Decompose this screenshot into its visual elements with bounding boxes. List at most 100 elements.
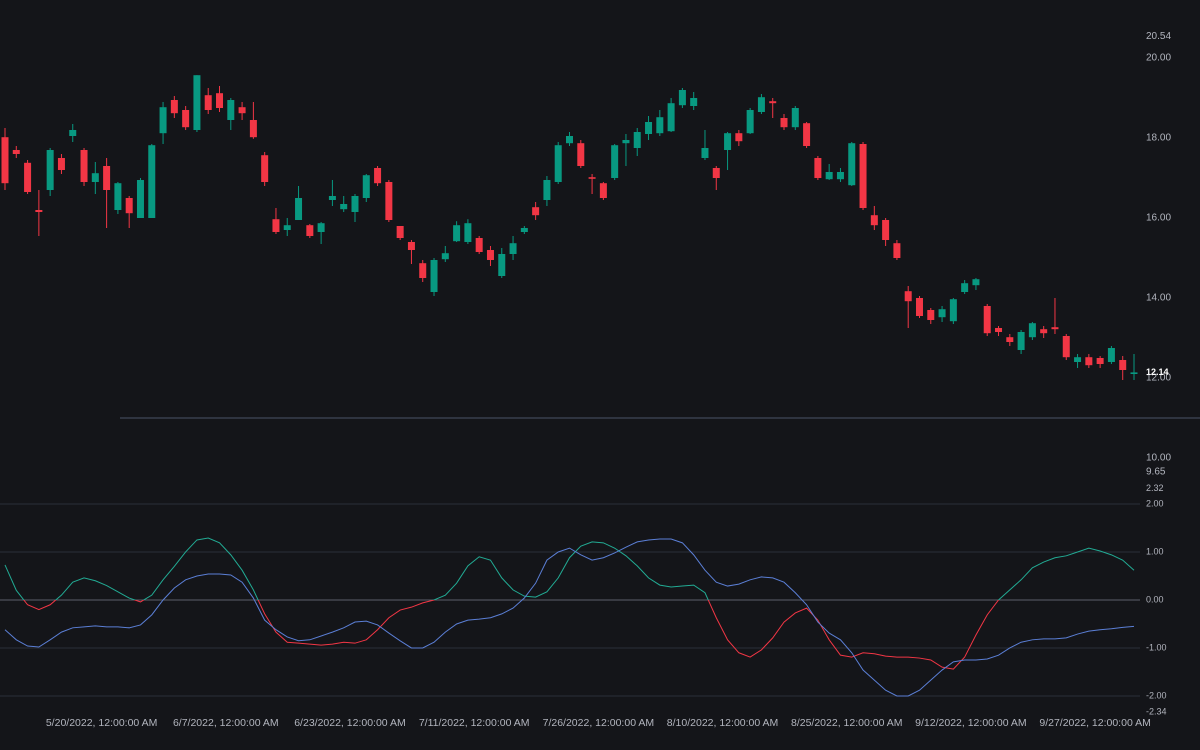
candle-body — [577, 143, 585, 166]
candle-body — [893, 243, 901, 258]
y-tick-label: 16.00 — [1146, 213, 1171, 224]
candle-body — [554, 145, 562, 182]
x-tick-label: 8/10/2022, 12:00:00 AM — [667, 717, 779, 729]
candle-body — [949, 299, 957, 322]
candle-body — [995, 328, 1003, 332]
candle-body — [724, 133, 732, 150]
candle-body — [159, 107, 167, 134]
y-tick-label: -1.00 — [1146, 642, 1167, 652]
candle-body — [69, 130, 77, 136]
x-tick-label: 7/26/2022, 12:00:00 AM — [543, 717, 655, 729]
x-tick-label: 9/12/2022, 12:00:00 AM — [915, 717, 1027, 729]
candle-body — [859, 144, 867, 208]
y-tick-label: 2.00 — [1146, 498, 1164, 508]
candle-body — [938, 309, 946, 318]
candle-body — [1085, 357, 1093, 366]
candle-body — [791, 108, 799, 128]
candle-body — [780, 118, 788, 128]
candle-body — [1040, 329, 1048, 334]
candle-body — [430, 260, 438, 292]
candle-body — [46, 150, 54, 190]
y-axis-max-label: 2.32 — [1146, 483, 1164, 493]
candle-body — [498, 254, 506, 276]
candle-body — [961, 283, 969, 292]
candle-body — [1017, 332, 1025, 350]
candle-body — [983, 306, 991, 334]
candle-body — [35, 210, 43, 212]
candle-body — [317, 223, 325, 232]
y-axis-max-label: 20.54 — [1146, 31, 1171, 42]
x-tick-label: 6/23/2022, 12:00:00 AM — [294, 717, 406, 729]
y-tick-label: 18.00 — [1146, 133, 1171, 144]
indicator-line-positive — [4, 537, 1135, 600]
candle-body — [362, 175, 370, 198]
candle-body — [125, 198, 133, 214]
y-axis-min-label: 9.65 — [1146, 467, 1166, 478]
candle-body — [667, 103, 675, 132]
y-tick-label: 10.00 — [1146, 453, 1171, 464]
y-tick-label: 14.00 — [1146, 293, 1171, 304]
candle-body — [57, 158, 65, 170]
y-tick-label: 1.00 — [1146, 546, 1164, 556]
candle-body — [588, 177, 596, 179]
candle-body — [441, 253, 449, 260]
candle-body — [407, 242, 415, 250]
x-tick-label: 8/25/2022, 12:00:00 AM — [791, 717, 903, 729]
candle-body — [904, 291, 912, 302]
y-tick-label: 20.00 — [1146, 53, 1171, 64]
candle-body — [611, 145, 619, 178]
candle-body — [836, 172, 844, 180]
candle-body — [114, 183, 122, 210]
candle-body — [915, 298, 923, 316]
candle-body — [261, 155, 269, 182]
candle-body — [453, 225, 461, 242]
candle-body — [1074, 357, 1082, 362]
x-tick-label: 9/27/2022, 12:00:00 AM — [1039, 717, 1151, 729]
candle-body — [24, 162, 32, 192]
candle-body — [927, 310, 935, 320]
candle-body — [283, 225, 291, 230]
candle-body — [543, 180, 551, 200]
candle-body — [227, 100, 235, 120]
candle-body — [295, 198, 303, 220]
candle-body — [599, 183, 607, 198]
candle-body — [419, 263, 427, 278]
candle-body — [193, 75, 201, 130]
candle-body — [769, 101, 777, 104]
candle-body — [566, 136, 573, 144]
candle-body — [249, 120, 257, 138]
candle-body — [306, 225, 314, 236]
candle-body — [814, 158, 822, 178]
last-price-label: 12.14 — [1146, 367, 1169, 377]
candle-body — [509, 243, 517, 254]
candle-body — [746, 110, 754, 134]
candle-body — [374, 168, 382, 184]
x-tick-label: 6/7/2022, 12:00:00 AM — [173, 717, 279, 729]
candle-body — [633, 132, 641, 148]
candle-body — [464, 223, 472, 242]
candle-body — [103, 166, 111, 190]
candle-body — [475, 238, 483, 252]
candle-body — [80, 150, 88, 182]
candle-body — [91, 173, 99, 182]
candle-body — [328, 196, 336, 200]
candle-body — [882, 220, 890, 240]
candle-body — [1051, 327, 1059, 330]
candle-body — [148, 145, 156, 218]
candle-body — [645, 122, 653, 134]
candle-body — [1096, 358, 1104, 364]
candle-body — [351, 196, 359, 212]
x-tick-label: 5/20/2022, 12:00:00 AM — [46, 717, 158, 729]
candle-body — [690, 98, 698, 106]
candle-body — [1, 137, 9, 184]
candle-body — [656, 117, 664, 134]
candle-body — [1119, 360, 1127, 370]
candle-body — [385, 182, 393, 220]
candle-body — [1130, 372, 1138, 374]
candle-body — [340, 204, 348, 210]
candle-body — [972, 279, 980, 286]
candle-body — [1006, 337, 1014, 342]
candle-body — [1028, 323, 1036, 338]
